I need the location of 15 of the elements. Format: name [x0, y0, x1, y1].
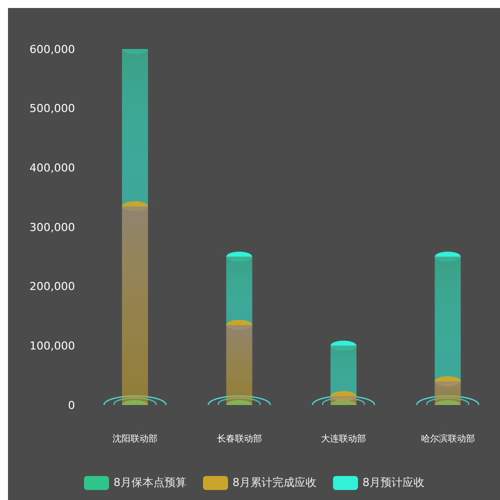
y-tick-label: 400,000 — [30, 162, 75, 175]
bar — [122, 49, 148, 206]
x-tick-label: 大连联动部 — [321, 433, 366, 444]
y-tick-label: 300,000 — [30, 220, 75, 234]
y-tick-label: 200,000 — [30, 280, 75, 294]
legend-label: 8月累计完成应收 — [232, 475, 316, 490]
y-tick-label: 0 — [68, 398, 75, 412]
x-tick-label: 哈尔滨联动部 — [420, 433, 475, 444]
x-tick-label: 沈阳联动部 — [112, 433, 158, 444]
x-tick-label: 长春联动部 — [216, 433, 262, 444]
legend-label: 8月保本点预算 — [112, 475, 186, 490]
y-tick-label: 600,000 — [30, 42, 75, 56]
legend-label: 8月预计应收 — [362, 475, 424, 490]
y-tick-label: 100,000 — [30, 340, 75, 353]
y-tick-label: 500,000 — [30, 102, 75, 116]
